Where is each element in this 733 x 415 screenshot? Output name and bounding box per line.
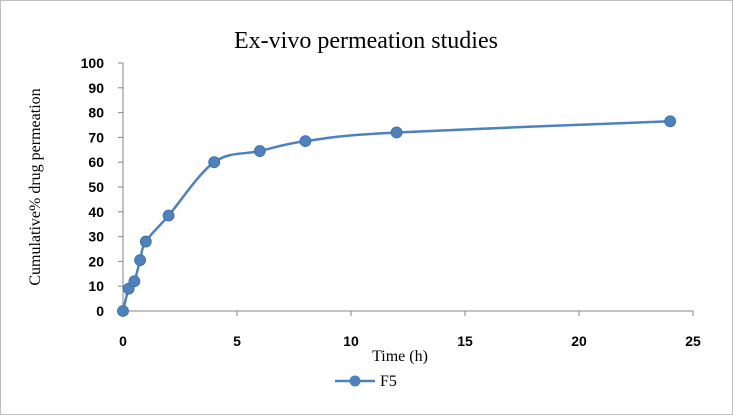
legend: F5 bbox=[335, 373, 397, 390]
y-tick-label: 90 bbox=[88, 80, 104, 96]
legend-label: F5 bbox=[380, 373, 397, 390]
data-point bbox=[128, 275, 141, 288]
x-tick-label: 10 bbox=[343, 333, 359, 349]
y-tick-label: 30 bbox=[88, 229, 104, 245]
data-point bbox=[134, 254, 147, 267]
data-point bbox=[162, 209, 175, 222]
data-point bbox=[117, 305, 129, 317]
x-tick-label: 5 bbox=[233, 333, 241, 349]
chart-title: Ex-vivo permeation studies bbox=[234, 28, 498, 54]
y-tick-label: 40 bbox=[88, 204, 104, 220]
data-point bbox=[208, 156, 221, 169]
series-line-F5 bbox=[121, 120, 671, 312]
legend-marker bbox=[349, 375, 361, 387]
y-tick-label: 20 bbox=[88, 253, 104, 269]
x-tick-label: 20 bbox=[571, 333, 587, 349]
x-axis-label: Time (h) bbox=[372, 348, 428, 365]
data-point bbox=[390, 126, 403, 139]
data-point bbox=[253, 145, 266, 157]
y-tick-label: 70 bbox=[88, 129, 104, 145]
y-axis-label: Cumulative% drug permeation bbox=[27, 88, 44, 285]
data-point bbox=[664, 115, 677, 128]
data-point bbox=[299, 135, 312, 148]
x-tick-label: 0 bbox=[119, 333, 127, 349]
y-axis: 0 10 20 30 40 50 60 70 80 90 100 bbox=[81, 55, 124, 319]
y-tick-label: 10 bbox=[88, 278, 104, 294]
y-tick-label: 60 bbox=[88, 154, 104, 170]
y-tick-label: 50 bbox=[88, 179, 104, 195]
data-point bbox=[139, 235, 152, 248]
y-tick-label: 100 bbox=[81, 55, 105, 71]
x-tick-label: 25 bbox=[685, 333, 701, 349]
y-tick-label: 80 bbox=[88, 105, 104, 121]
plot-series bbox=[117, 115, 677, 317]
x-axis: 0 5 10 15 20 25 bbox=[119, 310, 701, 349]
y-tick-label: 0 bbox=[96, 303, 104, 319]
x-tick-label: 15 bbox=[457, 333, 473, 349]
